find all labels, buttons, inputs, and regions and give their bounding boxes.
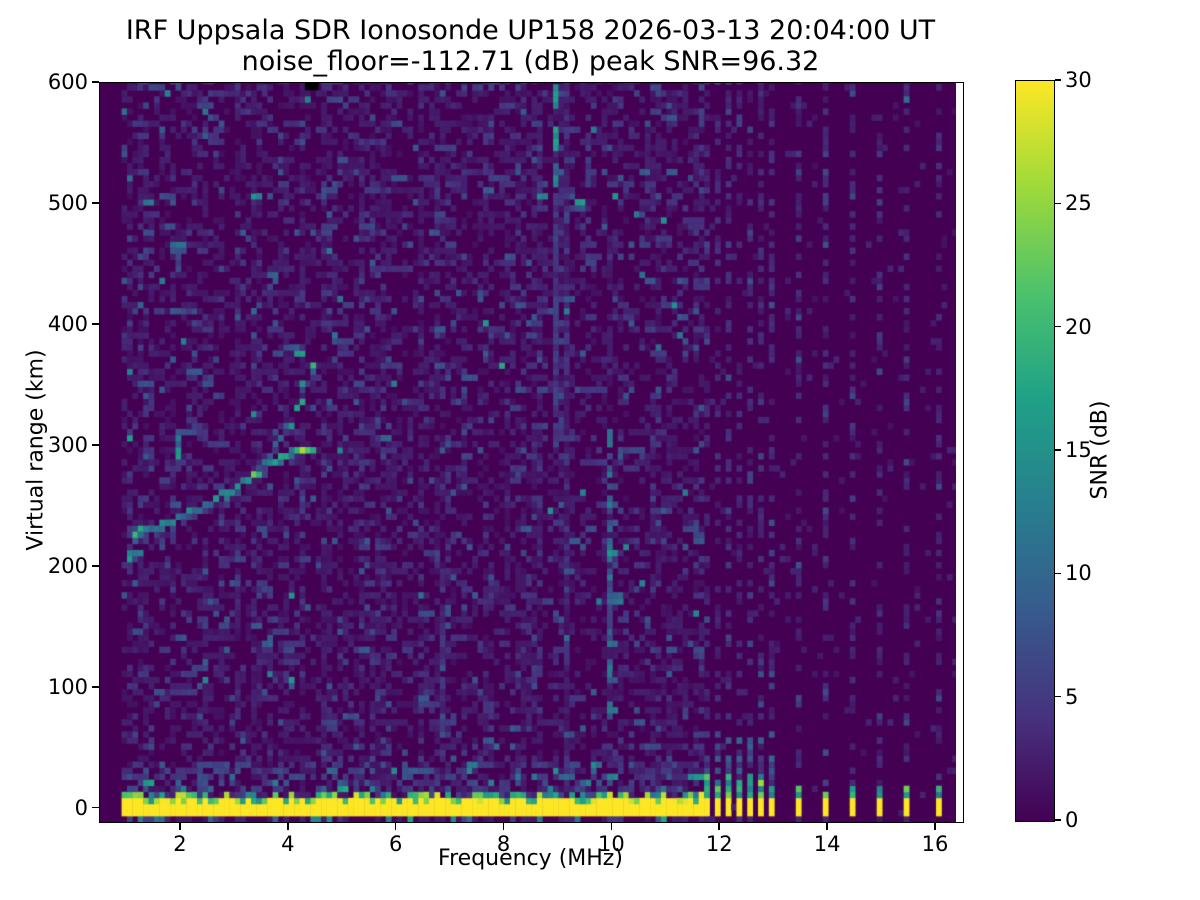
y-tick-label: 600 — [47, 70, 88, 94]
y-tick-mark — [92, 564, 99, 567]
y-tick-label: 300 — [47, 432, 88, 457]
colorbar-tick-mark — [1055, 325, 1061, 328]
colorbar-tick-label: 30 — [1065, 68, 1092, 92]
colorbar-tick-mark — [1055, 449, 1061, 451]
colorbar-tick-mark — [1055, 202, 1061, 205]
colorbar-tick-mark — [1055, 695, 1061, 698]
colorbar — [1015, 80, 1055, 822]
colorbar-tick-mark — [1055, 819, 1061, 821]
plot-area — [99, 82, 964, 823]
colorbar-tick-label: 10 — [1065, 561, 1092, 586]
x-tick-label: 8 — [496, 832, 511, 856]
figure-subtitle: noise_floor=-112.71 (dB) peak SNR=96.32 — [241, 46, 820, 77]
y-tick-label: 400 — [47, 311, 88, 336]
y-tick-label: 200 — [47, 553, 88, 578]
y-tick-mark — [92, 444, 99, 446]
x-tick-mark — [718, 823, 721, 830]
x-tick-label: 12 — [705, 832, 733, 856]
colorbar-tick-label: 20 — [1065, 314, 1092, 339]
x-tick-label: 4 — [281, 832, 295, 856]
y-axis-label: Virtual range (km) — [23, 349, 49, 551]
x-tick-label: 2 — [173, 832, 187, 856]
heatmap-canvas — [100, 83, 956, 822]
x-tick-label: 16 — [921, 832, 949, 856]
y-tick-label: 0 — [74, 795, 88, 820]
x-tick-mark — [610, 823, 613, 830]
colorbar-tick-label: 15 — [1065, 438, 1092, 462]
y-tick-label: 100 — [47, 674, 88, 699]
figure-titles: IRF Uppsala SDR Ionosonde UP158 2026-03-… — [99, 15, 962, 77]
x-tick-mark — [826, 823, 828, 830]
x-tick-label: 14 — [813, 832, 841, 856]
colorbar-gradient — [1016, 81, 1054, 821]
x-tick-mark — [394, 823, 397, 830]
colorbar-label: SNR (dB) — [1087, 400, 1113, 500]
x-tick-label: 6 — [388, 832, 403, 856]
colorbar-tick-mark — [1055, 572, 1061, 575]
x-tick-mark — [934, 823, 936, 830]
y-tick-mark — [92, 685, 99, 688]
x-axis-label: Frequency (MHz) — [438, 846, 623, 871]
y-tick-mark — [92, 81, 99, 83]
y-tick-mark — [92, 202, 99, 204]
x-tick-label: 10 — [598, 832, 625, 856]
y-tick-label: 500 — [47, 190, 88, 215]
x-tick-mark — [179, 823, 181, 830]
figure-title: IRF Uppsala SDR Ionosonde UP158 2026-03-… — [125, 15, 936, 46]
colorbar-tick-label: 5 — [1065, 684, 1079, 709]
x-tick-mark — [286, 823, 289, 830]
x-tick-mark — [502, 823, 505, 830]
y-tick-mark — [92, 806, 99, 809]
colorbar-tick-label: 25 — [1065, 191, 1092, 216]
colorbar-tick-mark — [1055, 79, 1061, 81]
colorbar-tick-label: 0 — [1065, 808, 1079, 832]
y-tick-mark — [92, 323, 99, 325]
